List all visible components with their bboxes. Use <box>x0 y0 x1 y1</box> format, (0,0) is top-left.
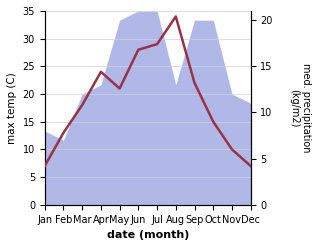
Y-axis label: max temp (C): max temp (C) <box>7 72 17 144</box>
Y-axis label: med. precipitation
(kg/m2): med. precipitation (kg/m2) <box>289 63 311 153</box>
X-axis label: date (month): date (month) <box>107 230 189 240</box>
